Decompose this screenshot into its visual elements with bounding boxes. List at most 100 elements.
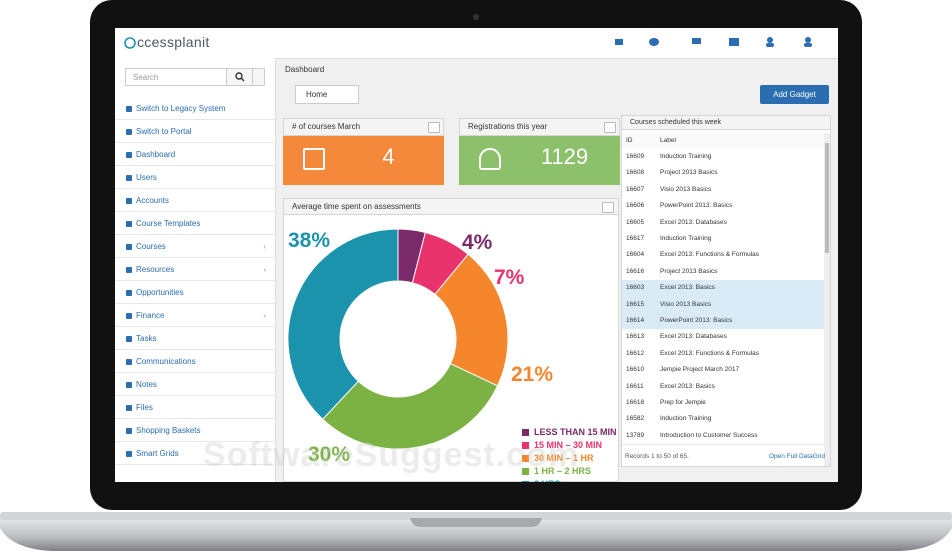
menu-item[interactable]: Files: [115, 397, 275, 419]
table-cell: 16618: [626, 399, 645, 406]
legend-swatch: [522, 468, 529, 475]
table-row[interactable]: 16604 Excel 2013: Functions & Formulas: [622, 247, 824, 265]
table-row[interactable]: 16605 Excel 2013: Databases: [622, 214, 824, 232]
table-cell: Project 2013 Basics: [660, 267, 718, 275]
table-cell: Project 2013 Basics: [660, 169, 718, 177]
legend-label: 2 HRS+: [534, 479, 566, 482]
course-table: Courses scheduled this week ID Label 16609…: [621, 115, 831, 467]
table-row[interactable]: 16618 Prep for Jempie: [622, 395, 824, 413]
table-cell: Induction Training: [660, 153, 712, 160]
chart-panel: Average time spent on assessments 4% 7% 21…: [283, 198, 619, 482]
menu-item[interactable]: Shopping Baskets: [115, 420, 275, 442]
table-row[interactable]: 16608 Project 2013 Basics: [622, 165, 824, 183]
legend-item: 2 HRS+: [522, 479, 566, 482]
laptop-base: [0, 518, 952, 551]
table-row[interactable]: 16612 Excel 2013: Functions & Formulas: [622, 345, 824, 364]
pie-label: 4%: [462, 231, 493, 254]
menu-item[interactable]: Dashboard: [115, 144, 275, 166]
menu-item[interactable]: Resources: [115, 259, 275, 281]
widget-icon: [303, 148, 325, 170]
widget-value: 4: [382, 144, 395, 169]
table-cell: 16613: [626, 333, 645, 341]
legend-label: 1 HR – 2 HRS: [534, 466, 592, 476]
table-row[interactable]: 16616 Project 2013 Basics: [622, 263, 824, 282]
legend-swatch: [522, 455, 529, 462]
menu-item[interactable]: Communications: [115, 351, 275, 373]
menu-item[interactable]: Switch to Portal: [115, 121, 275, 143]
panel-menu[interactable]: [602, 202, 614, 213]
notch: [410, 518, 542, 527]
base-edge: [0, 512, 952, 520]
menu-item[interactable]: Tasks: [115, 328, 275, 350]
menu-item[interactable]: Users: [115, 167, 275, 189]
menu-item[interactable]: Finance: [115, 305, 275, 327]
search-input[interactable]: Search: [125, 68, 227, 86]
table-cell: Excel 2013: Databases: [660, 333, 727, 341]
table-row[interactable]: 16614 PowerPoint 2013: Basics: [622, 313, 824, 331]
menu-item[interactable]: Course Templates: [115, 213, 275, 235]
nav-icons[interactable]: [610, 36, 830, 50]
menu-item[interactable]: Smart Grids: [115, 443, 275, 465]
home-select[interactable]: Home: [295, 85, 359, 104]
add-gadget-button[interactable]: Add Gadget: [760, 85, 829, 104]
table-row[interactable]: 13789 Introduction to Customer Success: [622, 427, 824, 446]
legend-label: 30 MIN – 1 HR: [534, 453, 594, 463]
table-cell: 13789: [626, 431, 645, 439]
table-cell: Excel 2013: Functions & Formulas: [660, 251, 759, 259]
table-row[interactable]: 16603 Excel 2013: Basics: [622, 280, 824, 298]
table-cell: Visio 2013 Basics: [660, 300, 712, 308]
top-nav: ccessplanit: [115, 28, 838, 59]
table-cell: Excel 2013: Basics: [660, 382, 715, 390]
legend-swatch: [522, 442, 529, 449]
table-row[interactable]: 16617 Induction Training: [622, 231, 824, 249]
pie-label: 30%: [308, 443, 351, 466]
table-cell: 16610: [626, 366, 645, 374]
logo: ccessplanit: [137, 34, 210, 50]
pie-label: 38%: [288, 229, 331, 252]
table-row[interactable]: 16606 PowerPoint 2013: Basics: [622, 198, 824, 216]
table-cell: Induction Training: [660, 415, 712, 423]
table-row[interactable]: 16613 Excel 2013: Databases: [622, 329, 824, 347]
menu-item[interactable]: Notes: [115, 374, 275, 396]
table-row[interactable]: 16609 Induction Training: [622, 149, 824, 167]
pie-slice: [287, 228, 399, 420]
watermark: SoftwareSuggest.com: [203, 436, 580, 474]
table-cell: Prep for Jempie: [660, 399, 706, 406]
widget-icon: [479, 148, 501, 170]
scrollbar[interactable]: [824, 133, 830, 466]
legend-swatch: [522, 429, 529, 436]
table-cell: 16616: [626, 267, 645, 275]
table-footer: Records 1 to 50 of 65.: [625, 453, 689, 460]
search-button[interactable]: [226, 68, 253, 86]
chart-title: Average time spent on assessments: [283, 198, 619, 215]
table-cell: Excel 2013: Functions & Formulas: [660, 349, 759, 357]
menu-item[interactable]: Accounts: [115, 190, 275, 212]
table-row[interactable]: 16611 Excel 2013: Basics: [622, 378, 824, 396]
menu-item[interactable]: Switch to Legacy System: [115, 98, 275, 120]
table-cell: 16615: [626, 300, 645, 308]
table-row[interactable]: 16582 Induction Training: [622, 411, 824, 429]
widget-title: # of courses March: [283, 118, 444, 136]
table-cell: Induction Training: [660, 235, 712, 242]
menu-item[interactable]: Courses: [115, 236, 275, 258]
widget-value: 1129: [540, 144, 589, 169]
table-cell: Excel 2013: Basics: [660, 284, 715, 292]
legend-item: 30 MIN – 1 HR: [522, 453, 594, 464]
table-cell: PowerPoint 2013: Basics: [660, 317, 733, 324]
search-dropdown[interactable]: [252, 68, 265, 86]
table-cell: 16603: [626, 284, 645, 292]
breadcrumb: Dashboard: [285, 65, 325, 74]
menu-item[interactable]: Opportunities: [115, 282, 275, 304]
table-cell: 16606: [626, 202, 645, 210]
open-datagrid-link[interactable]: Open Full DataGrid: [769, 453, 825, 460]
table-row[interactable]: 16610 Jempie Project March 2017: [622, 362, 824, 380]
legend-item: 15 MIN – 30 MIN: [522, 440, 602, 451]
logo-mark: [124, 37, 136, 49]
legend-label: LESS THAN 15 MIN: [534, 427, 617, 437]
table-row[interactable]: 16615 Visio 2013 Basics: [622, 296, 824, 314]
table-row[interactable]: 16607 Visio 2013 Basics: [622, 181, 824, 200]
table-header: ID Label: [622, 133, 824, 151]
table-cell: 16609: [626, 153, 645, 160]
table-cell: 16582: [626, 415, 645, 423]
screen: ccessplanit Search Switch to Legacy Syst…: [115, 28, 838, 482]
